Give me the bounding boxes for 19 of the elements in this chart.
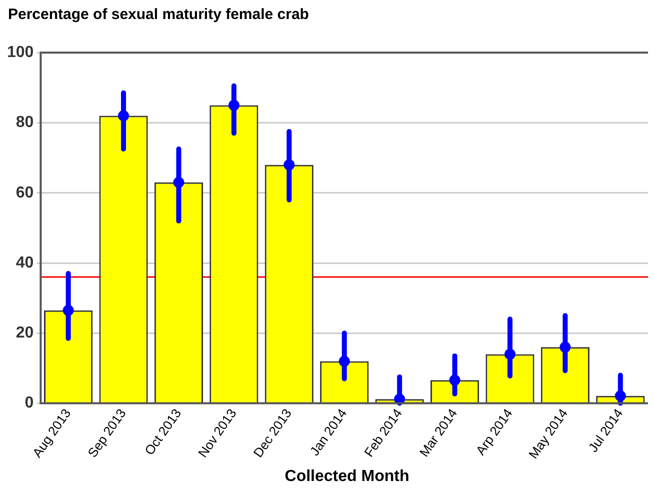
point	[394, 394, 406, 404]
chart-title: Percentage of sexual maturity female crab	[8, 6, 309, 23]
y-tick-label: 100	[6, 44, 34, 62]
point	[338, 356, 350, 367]
point	[504, 348, 516, 360]
point	[62, 304, 74, 316]
point	[173, 176, 184, 188]
point	[614, 390, 626, 402]
y-tick-label: 80	[16, 114, 34, 132]
point	[118, 110, 130, 122]
point	[449, 374, 460, 386]
y-tick-label: 60	[16, 184, 34, 202]
x-axis-title: Collected Month	[284, 468, 410, 486]
y-tick-label: 20	[16, 324, 34, 342]
y-tick-label: 0	[24, 394, 34, 412]
point	[560, 342, 571, 353]
point	[228, 100, 240, 111]
point	[284, 159, 295, 170]
y-tick-label: 40	[16, 254, 34, 272]
